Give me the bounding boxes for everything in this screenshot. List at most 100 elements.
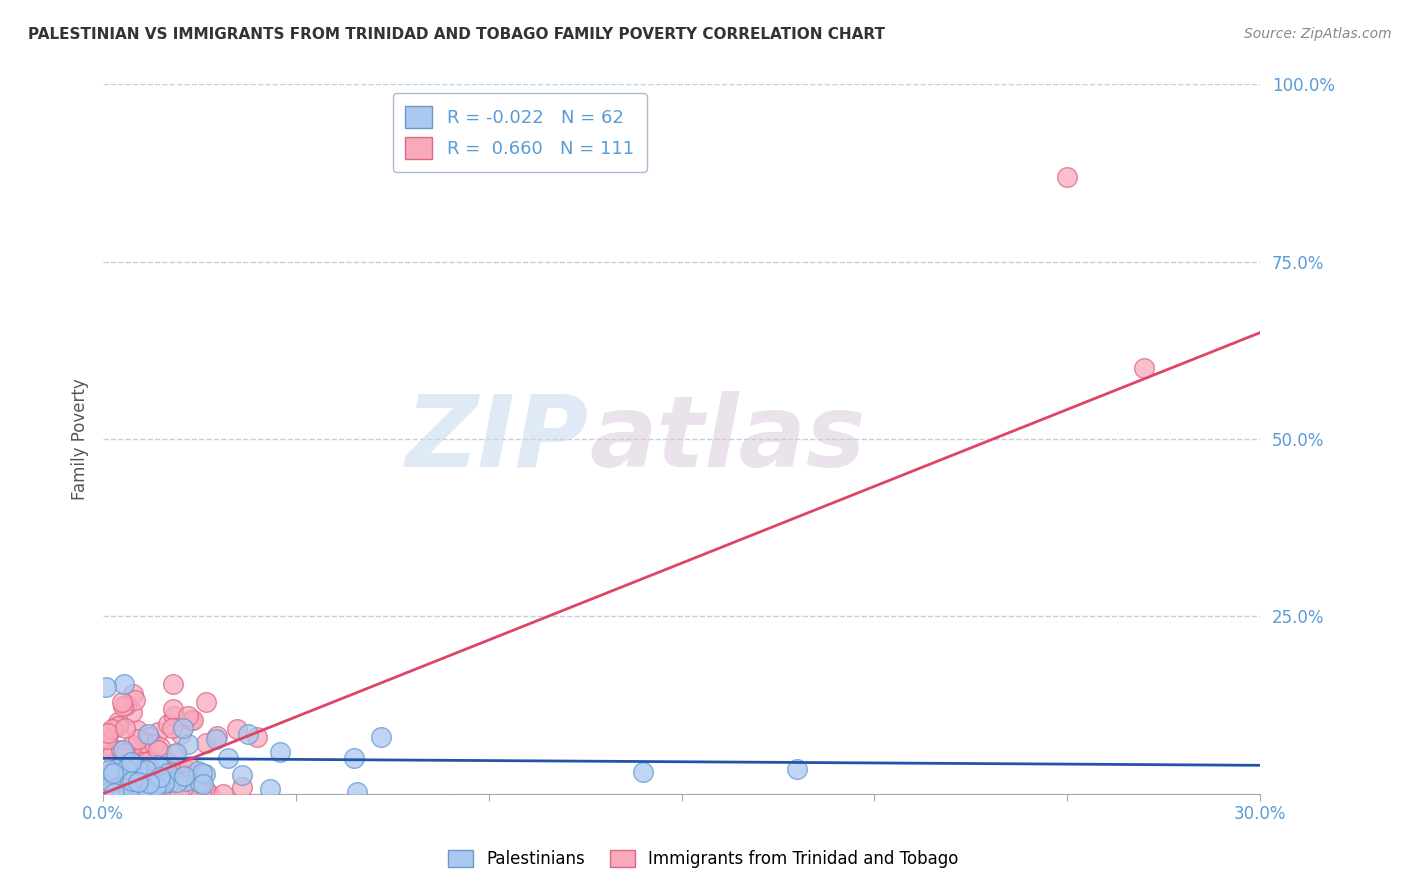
Point [100,723,122,737]
Point [108,787,131,801]
Point [205,729,228,743]
Point [134,786,156,800]
Point [124,692,146,706]
Point [97,785,120,799]
Point [183,713,205,727]
Point [101,772,124,786]
Point [134,748,156,763]
Point [146,743,169,757]
Point [124,779,146,793]
Point [160,787,183,801]
Point [107,714,129,729]
Point [112,785,135,799]
Point [115,778,138,792]
Point [231,768,253,782]
Point [138,727,160,741]
Point [97,763,120,777]
Point [118,787,141,801]
Point [211,787,233,801]
Point [165,746,187,760]
Point [157,756,180,770]
Point [129,763,152,777]
Point [114,777,136,791]
Point [236,726,259,740]
Point [132,764,155,779]
Point [114,787,136,801]
Point [129,740,152,755]
Point [191,765,214,780]
Point [146,725,169,739]
Point [125,723,148,738]
Point [96,787,118,801]
Point [125,778,148,792]
Point [343,751,366,765]
Legend: R = -0.022   N = 62, R =  0.660   N = 111: R = -0.022 N = 62, R = 0.660 N = 111 [392,94,647,172]
Point [163,747,186,761]
Point [115,698,138,713]
Point [127,775,149,789]
Point [100,768,122,782]
Point [141,769,163,783]
Point [125,787,148,801]
Point [160,771,183,785]
Point [111,698,134,713]
Point [120,755,142,769]
Point [138,753,160,767]
Point [96,732,118,747]
Point [142,787,165,801]
Point [150,787,173,801]
Point [194,695,217,709]
Point [107,719,129,733]
Point [346,785,368,799]
Point [153,776,176,790]
Point [173,761,195,775]
Point [194,767,217,781]
Point [194,736,217,750]
Point [156,766,179,780]
Point [166,774,188,789]
Point [121,738,143,752]
Point [103,786,125,800]
Point [127,732,149,747]
Point [129,758,152,772]
Point [112,677,135,691]
Point [177,768,200,782]
Point [110,787,132,801]
Point [146,758,169,772]
Point [107,761,129,775]
Point [98,787,121,801]
Point [112,787,135,801]
Point [105,766,128,780]
Point [153,757,176,772]
Point [142,755,165,769]
Point [145,787,167,801]
Point [149,770,172,784]
Point [110,778,132,792]
Point [176,709,198,723]
Point [149,740,172,755]
Point [1056,169,1078,184]
Point [180,713,202,727]
Point [156,717,179,731]
Point [173,769,195,783]
Point [191,776,214,790]
Point [174,774,197,789]
Point [114,787,136,801]
Point [135,756,157,770]
Point [132,781,155,796]
Point [132,764,155,778]
Point [160,760,183,774]
Point [145,779,167,793]
Point [108,787,131,801]
Point [125,761,148,775]
Point [94,680,117,694]
Point [370,730,392,744]
Point [110,743,132,757]
Point [188,776,211,790]
Point [194,784,217,798]
Point [226,722,249,736]
Legend: Palestinians, Immigrants from Trinidad and Tobago: Palestinians, Immigrants from Trinidad a… [441,843,965,875]
Point [107,787,129,801]
Point [121,705,143,719]
Text: Source: ZipAtlas.com: Source: ZipAtlas.com [1244,27,1392,41]
